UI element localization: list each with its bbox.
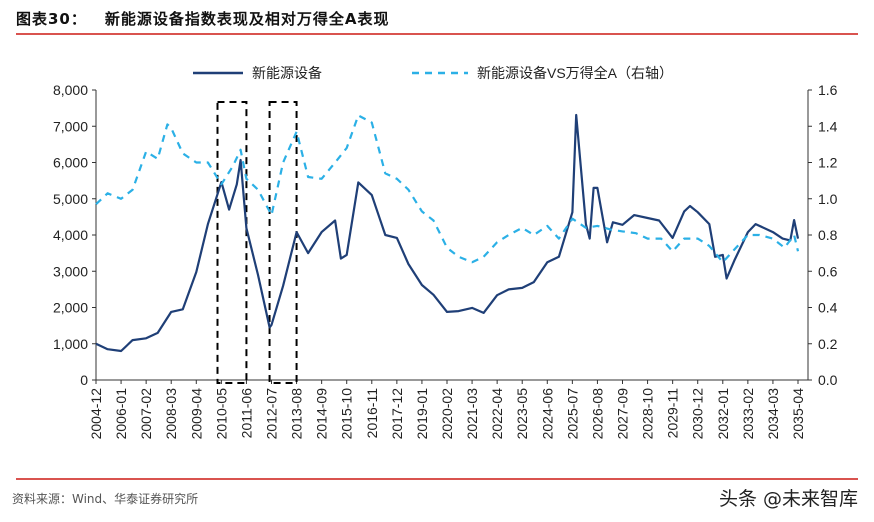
x-tick-label: 2010-05 (213, 388, 229, 440)
x-tick-label: 2013-08 (289, 388, 305, 440)
y-left-tick-label: 1,000 (53, 336, 88, 352)
x-tick-label: 2021-03 (464, 388, 480, 440)
series-lines (95, 113, 800, 353)
figure-title-text: 新能源设备指数表现及相对万得全A表现 (104, 10, 390, 28)
x-tick-label: 2007-02 (138, 388, 154, 440)
y-left-tick-label: 3,000 (53, 263, 88, 279)
y-right-tick-label: 1.0 (818, 191, 838, 207)
x-tick-label: 2022-04 (489, 388, 505, 440)
y-right-tick-label: 0.8 (818, 227, 838, 243)
x-tick-label: 2024-06 (539, 388, 555, 440)
x-tick-label: 2004-12 (88, 388, 104, 440)
x-tick-label: 2027-09 (615, 388, 631, 440)
x-tick-label: 2023-05 (514, 388, 530, 440)
x-tick-label: 2012-07 (264, 388, 280, 440)
axes: 0 1,000 2,000 3,000 4,000 5,000 6,000 7,000 8,00… (53, 82, 838, 439)
bottom-rule (16, 478, 858, 480)
x-tick-label: 2026-08 (589, 388, 605, 440)
y-left-tick-label: 6,000 (53, 155, 88, 171)
y-right-tick-label: 0.2 (818, 336, 838, 352)
y-right-tick-label: 0.4 (818, 300, 838, 316)
x-tick-label: 2035-04 (790, 388, 806, 440)
y-left-tick-label: 7,000 (53, 118, 88, 134)
series-line-2 (95, 114, 800, 264)
x-tick-label: 2017-12 (389, 388, 405, 440)
x-tick-label: 2029-11 (665, 388, 681, 439)
highlight-box (268, 101, 298, 384)
source-note: 资料来源：Wind、华泰证券研究所 (12, 492, 199, 506)
y-right-tick-label: 1.6 (818, 82, 838, 98)
x-tick-label: 2032-01 (715, 388, 731, 440)
x-tick-label: 2020-02 (439, 388, 455, 440)
y-right-tick-label: 0.6 (818, 263, 838, 279)
figure-number: 图表30： (16, 10, 87, 28)
x-tick-label: 2014-09 (314, 388, 330, 440)
y-right-tick-label: 1.4 (818, 118, 838, 134)
y-right-tick-label: 1.2 (818, 155, 838, 171)
x-tick-label: 2025-07 (564, 388, 580, 440)
y-left-tick-label: 4,000 (53, 227, 88, 243)
x-tick-label: 2009-04 (188, 388, 204, 440)
x-tick-label: 2030-12 (690, 388, 706, 440)
x-tick-label: 2006-01 (113, 388, 129, 440)
y-left-tick-label: 2,000 (53, 300, 88, 316)
x-tick-label: 2019-01 (414, 388, 430, 440)
highlight-boxes (216, 101, 298, 384)
x-tick-label: 2033-02 (740, 388, 756, 440)
x-tick-label: 2015-10 (339, 388, 355, 440)
x-tick-label: 2028-10 (640, 388, 656, 440)
series-line-1 (95, 113, 800, 353)
watermark: 头条 @未来智库 (718, 488, 858, 510)
x-tick-label: 2016-11 (364, 388, 380, 439)
figure-title: 图表30： 新能源设备指数表现及相对万得全A表现 (16, 8, 390, 29)
highlight-box (216, 101, 248, 384)
y-right-tick-label: 0.0 (818, 372, 838, 388)
top-rule (16, 33, 858, 35)
y-left-tick-label: 5,000 (53, 191, 88, 207)
chart: 0 1,000 2,000 3,000 4,000 5,000 6,000 7,000 8,00… (53, 65, 838, 439)
y-left-tick-label: 8,000 (53, 82, 88, 98)
x-tick-label: 2034-03 (765, 388, 781, 440)
x-tick-label: 2008-03 (163, 388, 179, 440)
legend-label-series1: 新能源设备 (252, 65, 322, 81)
legend-label-series2: 新能源设备VS万得全A（右轴） (477, 65, 673, 81)
x-tick-label: 2011-06 (238, 388, 254, 439)
y-left-tick-label: 0 (80, 372, 88, 388)
legend: 新能源设备 新能源设备VS万得全A（右轴） (193, 65, 673, 81)
